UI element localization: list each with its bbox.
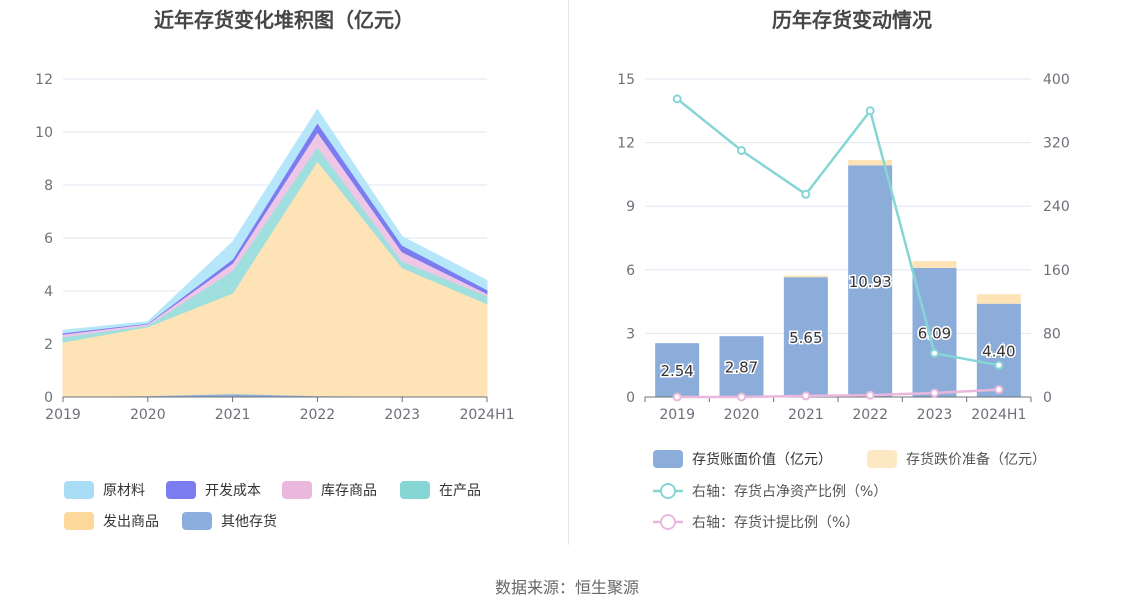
data-source: 数据来源：恒生聚源 [494, 578, 639, 597]
x-tick-label: 2023 [917, 407, 953, 423]
x-tick-label: 2024H1 [459, 407, 514, 423]
line-point [672, 94, 682, 104]
legend-label-开发成本: 开发成本 [205, 483, 261, 499]
x-tick-label: 2021 [788, 407, 824, 423]
legend-label: 右轴：存货计提比例（%） [692, 514, 859, 531]
legend-line-marker [660, 483, 676, 499]
legend-swatch-其他存货 [182, 512, 212, 530]
line-point [672, 392, 682, 402]
bar-data-label: 6.09 [918, 324, 951, 342]
y-tick-label: 6 [626, 263, 635, 279]
left-chart-title: 近年存货变化堆积图（亿元） [154, 8, 414, 32]
y-tick-label: 6 [44, 231, 53, 247]
y-tick-label: 15 [617, 72, 635, 88]
y2-tick-label: 0 [1043, 390, 1052, 406]
y-tick-label: 4 [44, 284, 53, 300]
y2-tick-label: 320 [1043, 136, 1070, 152]
right-chart-panel: 历年存货变动情况 0 3 6 9 12 15 0 80 160 240 320 400 2.54 2.87… [570, 0, 1134, 560]
left-chart-panel: 近年存货变化堆积图（亿元） 0 2 4 6 8 10 12 2019 2020 2021 2022 2… [0, 0, 568, 560]
bar-impairment [848, 159, 893, 166]
line-series-provision-ratio [677, 388, 999, 399]
y-tick-label: 9 [626, 199, 635, 215]
x-tick-label: 2020 [130, 407, 166, 423]
legend-swatch-库存商品 [282, 481, 312, 499]
y-tick-label: 8 [44, 178, 53, 194]
legend-swatch-原材料 [64, 481, 94, 499]
y-tick-label: 2 [44, 337, 53, 353]
y2-tick-label: 400 [1043, 72, 1070, 88]
line-point [801, 189, 811, 199]
bar-impairment [912, 261, 957, 268]
bar-impairment [976, 294, 1021, 304]
x-tick-label: 2023 [384, 407, 420, 423]
y-tick-label: 10 [35, 125, 53, 141]
legend-label: 存货跌价准备（亿元） [906, 451, 1046, 468]
y-tick-label: 3 [626, 326, 635, 342]
line-point [865, 390, 875, 400]
bar-book-value [976, 303, 1021, 397]
legend-label: 存货账面价值（亿元） [692, 451, 832, 468]
x-tick-label: 2022 [300, 407, 336, 423]
x-tick-label: 2019 [659, 407, 695, 423]
x-tick-label: 2021 [215, 407, 251, 423]
right-chart-title: 历年存货变动情况 [772, 8, 932, 32]
y2-tick-label: 160 [1043, 263, 1070, 279]
y2-tick-label: 240 [1043, 199, 1070, 215]
x-tick-label: 2019 [45, 407, 81, 423]
line-point [994, 360, 1004, 370]
y-tick-label: 12 [617, 136, 635, 152]
y-tick-label: 12 [35, 72, 53, 88]
bar-book-value [719, 336, 764, 397]
legend-label-库存商品: 库存商品 [321, 483, 377, 499]
line-point [865, 106, 875, 116]
line-point [737, 146, 746, 156]
y-tick-label: 0 [626, 390, 635, 406]
bar-data-label: 5.65 [789, 329, 822, 347]
line-point [737, 392, 746, 402]
bar-book-value [655, 343, 700, 397]
line-point [994, 385, 1004, 395]
line-point [930, 348, 939, 358]
legend-label-发出商品: 发出商品 [103, 514, 159, 530]
legend-label: 右轴：存货占净资产比例（%） [692, 483, 887, 500]
legend-label-原材料: 原材料 [103, 483, 145, 499]
bar-data-label: 4.40 [982, 342, 1015, 360]
y-tick-label: 0 [44, 390, 53, 406]
legend-line-marker [660, 514, 676, 530]
line-series-ratio-to-net-assets [676, 97, 1000, 367]
x-tick-label: 2022 [852, 407, 888, 423]
bar-book-value [783, 277, 828, 397]
bar-data-label: 2.87 [725, 359, 758, 377]
bar-data-label: 2.54 [660, 362, 693, 380]
legend-swatch [653, 450, 683, 468]
x-tick-label: 2020 [724, 407, 760, 423]
legend-swatch-开发成本 [166, 481, 196, 499]
bar-data-label: 10.93 [849, 273, 892, 291]
left-area-chart: 0 2 4 6 8 10 12 2019 2020 2021 2022 2023 2024H1 原材料 开发… [35, 72, 515, 530]
x-tick-label: 2024H1 [971, 407, 1026, 423]
bar-impairment [783, 275, 828, 278]
panel-divider [568, 0, 569, 545]
bar-book-value [848, 165, 893, 397]
legend-label-在产品: 在产品 [439, 483, 481, 499]
legend-label-其他存货: 其他存货 [221, 513, 277, 530]
bar-book-value [912, 267, 957, 397]
area-原材料 [62, 108, 488, 334]
y2-tick-label: 80 [1043, 326, 1061, 342]
legend-swatch [867, 450, 897, 468]
legend-swatch-发出商品 [64, 512, 94, 530]
right-bar-line-chart: 0 3 6 9 12 15 0 80 160 240 320 400 2.54 2.87 5.65 10.93… [617, 72, 1070, 531]
line-point [801, 391, 811, 401]
legend-swatch-在产品 [400, 481, 430, 499]
line-point [930, 388, 939, 398]
